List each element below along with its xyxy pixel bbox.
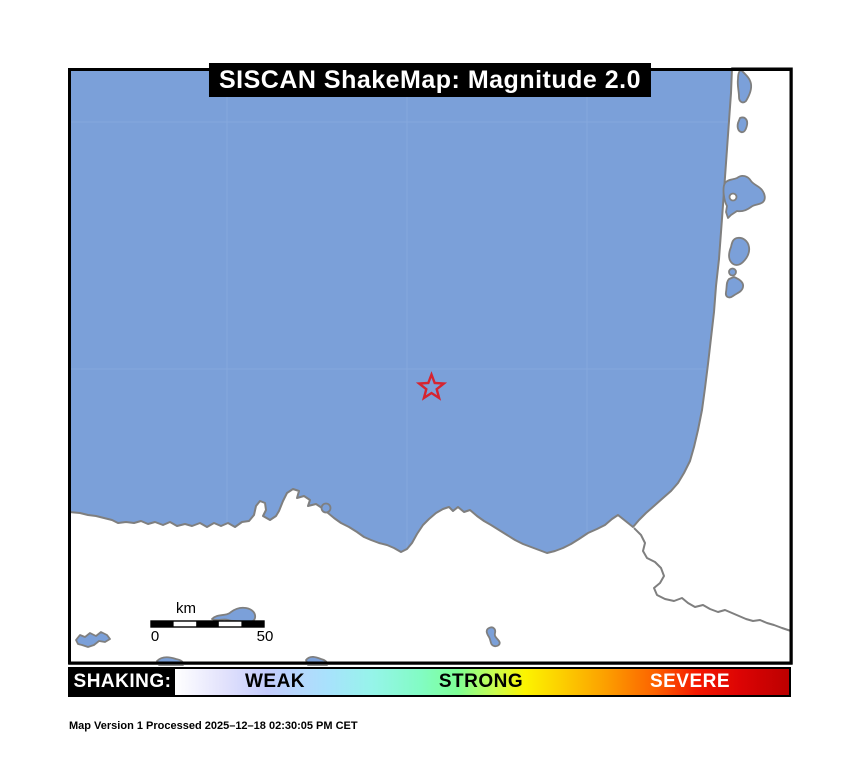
lagoon <box>728 267 737 277</box>
lagoon <box>736 69 753 104</box>
map-version-caption: Map Version 1 Processed 2025–12–18 02:30… <box>69 720 358 732</box>
lagoon <box>728 236 751 266</box>
lake <box>75 631 111 648</box>
legend-level-weak: WEAK <box>244 671 306 692</box>
legend-level-strong: STRONG <box>438 671 524 692</box>
scale-bar-end-label: 50 <box>256 628 274 645</box>
legend-level-severe: SEVERE <box>649 671 731 692</box>
shaking-legend: SHAKING: WEAK STRONG SEVERE <box>68 667 791 697</box>
epicenter-star-icon <box>415 371 448 401</box>
lake <box>485 626 501 648</box>
scale-bar-unit-label: km <box>176 600 196 617</box>
scale-bar <box>150 620 265 628</box>
river-border-line <box>633 527 792 632</box>
page-title: SISCAN ShakeMap: Magnitude 2.0 <box>208 63 652 97</box>
lake <box>211 606 257 624</box>
shaking-legend-title: SHAKING: <box>70 669 175 695</box>
lagoon <box>722 174 766 219</box>
lagoon <box>724 276 745 299</box>
lagoon <box>736 116 749 134</box>
scale-bar-start-label: 0 <box>150 628 160 645</box>
shaking-gradient-bar: WEAK STRONG SEVERE <box>175 669 789 695</box>
land-mass <box>68 67 793 665</box>
lagoon-islet <box>728 192 738 202</box>
headland-pond <box>320 502 332 514</box>
